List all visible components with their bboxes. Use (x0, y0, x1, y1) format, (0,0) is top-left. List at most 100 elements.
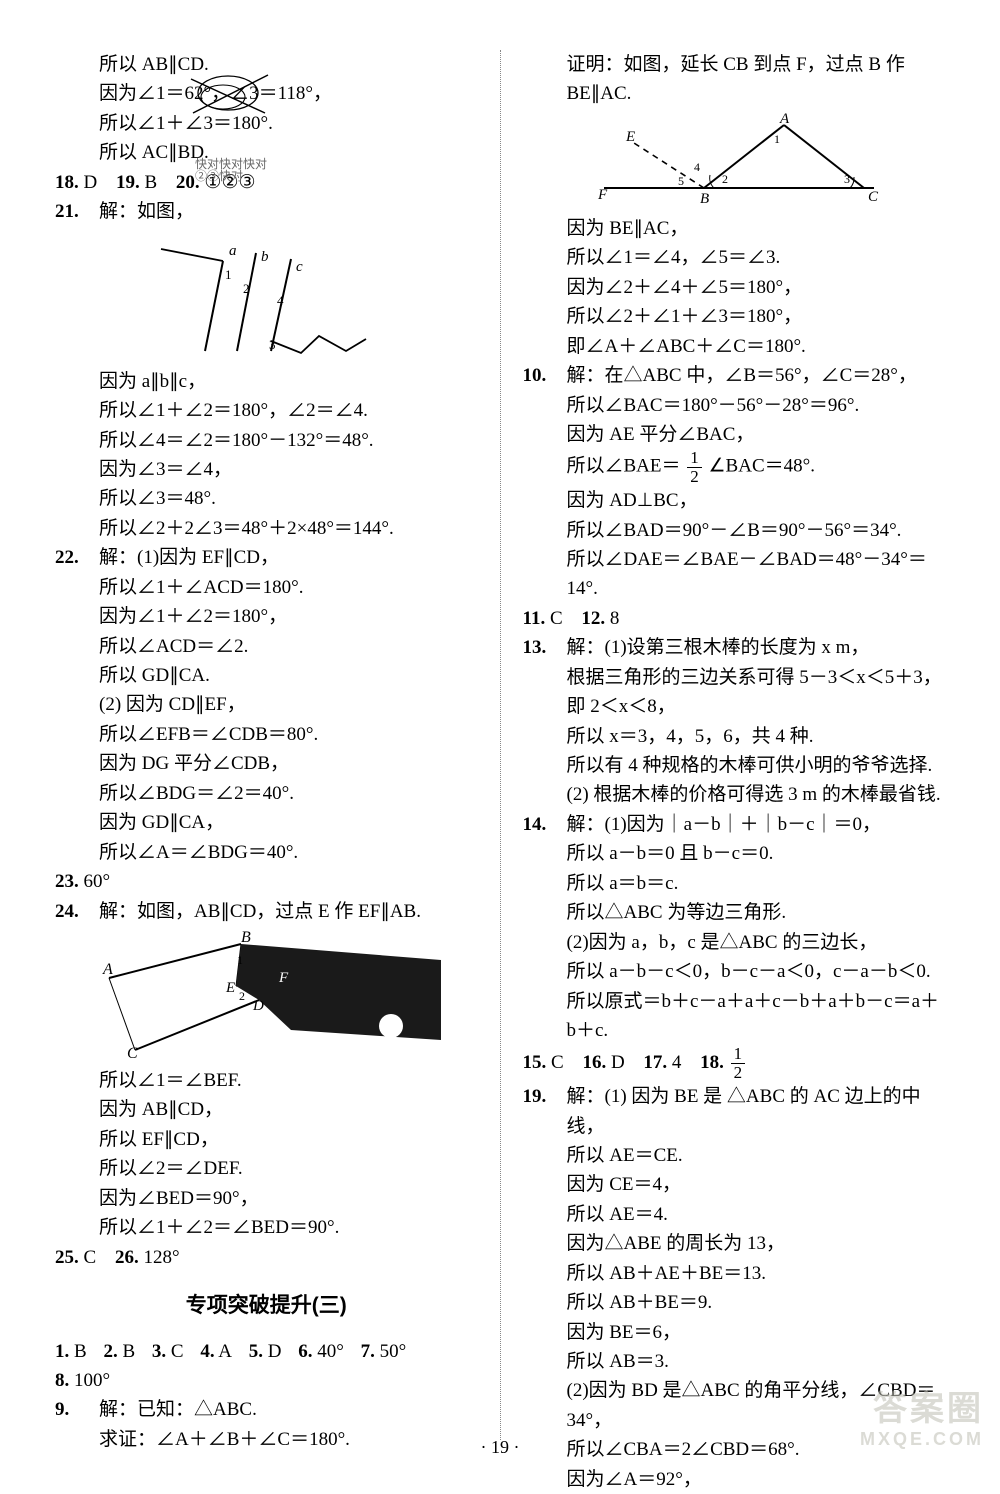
text-line: 因为 DG 平分∠CDB， (55, 749, 478, 778)
fig-label: 2 (239, 989, 245, 1003)
text-line: 所以∠1＋∠ACD＝180°. (55, 573, 478, 602)
answer: C (84, 1247, 97, 1268)
text-line: 所以△ABC 为等边三角形. (523, 898, 946, 927)
text: 解：已知：△ABC. (99, 1395, 478, 1424)
text: ∠BAC＝48°. (709, 456, 815, 477)
answer-row: 8. 100° (55, 1366, 478, 1395)
text-line: 所以 AB＋AE＋BE＝13. (523, 1259, 946, 1288)
text-line: 证明：如图，延长 CB 到点 F，过点 B 作 BE∥AC. (523, 50, 946, 109)
text-line: 因为 GD∥CA， (55, 808, 478, 837)
fig-label: D (252, 998, 264, 1014)
text-line: (2) 根据木棒的价格可得选 3 m 的木棒最省钱. (523, 780, 946, 809)
q-number: 19. (116, 168, 140, 197)
q-number: 2. (103, 1337, 117, 1366)
text-line: 因为△ABE 的周长为 13， (523, 1229, 946, 1258)
watermark-main: 答案圈 (873, 1390, 984, 1428)
fig-label: b (261, 249, 269, 265)
text-line: 所以∠1＋∠2＝∠BED＝90°. (55, 1213, 478, 1242)
text-line: 因为∠1＋∠2＝180°， (55, 602, 478, 631)
answer: C (171, 1341, 184, 1362)
text-line: 所以 EF∥CD， (55, 1125, 478, 1154)
text-line: 因为 CE＝4， (523, 1170, 946, 1199)
fig-label: B (700, 191, 709, 207)
text-line: 所以 a＝b＝c. (523, 869, 946, 898)
text-line: 所以 x＝3，4，5，6，共 4 种. (523, 722, 946, 751)
fig-label: F (597, 187, 608, 203)
left-column: 所以 AB∥CD. 因为∠1＝62°，∠3＝118°， 所以∠1＋∠3＝180°… (45, 50, 496, 1440)
figure-9: A B C E F 1 2 3 4 5 (574, 113, 894, 208)
answer: C (551, 1052, 564, 1073)
q-number: 23. (55, 867, 79, 896)
text-line: 因为∠2＋∠4＋∠5＝180°， (523, 273, 946, 302)
text-line: 所以 AE＝4. (523, 1200, 946, 1229)
answer: C (550, 608, 563, 629)
answer: 128° (143, 1247, 179, 1268)
section-title: 专项突破提升(三) (55, 1290, 478, 1323)
text-line: 因为∠BED＝90°， (55, 1184, 478, 1213)
text: 解：(1)因为 EF∥CD， (99, 543, 478, 572)
q-number: 4. (200, 1337, 214, 1366)
scribble-figure (173, 71, 293, 123)
q-number: 18. (700, 1048, 724, 1077)
q-number: 5. (249, 1337, 263, 1366)
q19: 19. 解：(1) 因为 BE 是 △ABC 的 AC 边上的中线， (523, 1082, 946, 1141)
page-container: 所以 AB∥CD. 因为∠1＝62°，∠3＝118°， 所以∠1＋∠3＝180°… (0, 0, 1000, 1480)
text-line: 所以 a－b－c＜0，b－c－a＜0，c－a－b＜0. (523, 957, 946, 986)
text-line: 因为 AE 平分∠BAC， (523, 420, 946, 449)
q9: 9. 解：已知：△ABC. (55, 1395, 478, 1424)
text: 解：(1)设第三根木棒的长度为 x m， (567, 633, 946, 662)
answer: B (74, 1341, 87, 1362)
text-line: 根据三角形的三边关系可得 5－3＜x＜5＋3， (523, 663, 946, 692)
text-line: 所以有 4 种规格的木棒可供小明的爷爷选择. (523, 751, 946, 780)
fig-label: 3 (844, 172, 850, 186)
text: 所以∠BAE＝ (567, 456, 681, 477)
q24: 24. 解：如图，AB∥CD，过点 E 作 EF∥AB. (55, 897, 478, 926)
answer-row: 25. C 26. 128° (55, 1243, 478, 1272)
text-line: 所以∠ACD＝∠2. (55, 632, 478, 661)
text-line: 所以原式＝b＋c－a＋a＋c－b＋a＋b－c＝a＋b＋c. (523, 987, 946, 1046)
text-line: 所以∠A＝∠BDG＝40°. (55, 838, 478, 867)
answer: 4 (672, 1052, 682, 1073)
figure-21: a b c 1 2 4 3 (151, 231, 381, 361)
fig-label: E (225, 980, 235, 996)
text-line: 所以∠BAC＝180°－56°－28°＝96°. (523, 391, 946, 420)
text-line: 因为∠3＝∠4， (55, 455, 478, 484)
q14: 14. 解：(1)因为｜a－b｜＋｜b－c｜＝0， (523, 810, 946, 839)
right-column: 证明：如图，延长 CB 到点 F，过点 B 作 BE∥AC. A B C E F… (505, 50, 956, 1440)
text-line: 因为∠1＝62°，∠3＝118°， (55, 79, 478, 108)
text: 解：在△ABC 中，∠B＝56°，∠C＝28°， (567, 361, 946, 390)
text-line: 所以∠BAE＝ 12 ∠BAC＝48°. (523, 449, 946, 486)
q-number: 16. (582, 1048, 606, 1077)
fig-label: 4 (277, 293, 284, 308)
text-line: 所以∠BDG＝∠2＝40°. (55, 779, 478, 808)
q-number: 15. (523, 1048, 547, 1077)
text-line: 所以∠2＋2∠3＝48°＋2×48°＝144°. (55, 514, 478, 543)
q-number: 13. (523, 633, 567, 662)
answer: D (84, 172, 98, 193)
q-number: 11. (523, 604, 546, 633)
text-line: 因为∠A＝92°， (523, 1465, 946, 1494)
q-number: 9. (55, 1395, 99, 1424)
text-line: 因为 a∥b∥c， (55, 367, 478, 396)
fig-label: 2 (243, 281, 250, 296)
q-number: 17. (643, 1048, 667, 1077)
page-number: · 19 · (0, 1434, 1000, 1462)
watermark-sub: MXQE.COM (860, 1429, 984, 1450)
fig-label: c (296, 259, 303, 275)
text-line: 因为 AD⊥BC， (523, 486, 946, 515)
text-line: 所以 AB＋BE＝9. (523, 1288, 946, 1317)
q-number: 18. (55, 168, 79, 197)
answer: D (611, 1052, 625, 1073)
watermark: 答案圈 MXQE.COM (860, 1390, 984, 1450)
text-line: (2)因为 a，b，c 是△ABC 的三边长， (523, 928, 946, 957)
fig-label: E (625, 129, 635, 145)
text-line: 即∠A＋∠ABC＋∠C＝180°. (523, 332, 946, 361)
text-line: (2) 因为 CD∥EF， (55, 690, 478, 719)
fig-label: 3 (269, 337, 276, 352)
text-line: 所以 a－b＝0 且 b－c＝0. (523, 839, 946, 868)
text: 解：(1) 因为 BE 是 △ABC 的 AC 边上的中线， (567, 1082, 946, 1141)
answer: B (122, 1341, 135, 1362)
q10: 10. 解：在△ABC 中，∠B＝56°，∠C＝28°， (523, 361, 946, 390)
q-number: 12. (581, 604, 605, 633)
fig-label: A (102, 961, 113, 978)
